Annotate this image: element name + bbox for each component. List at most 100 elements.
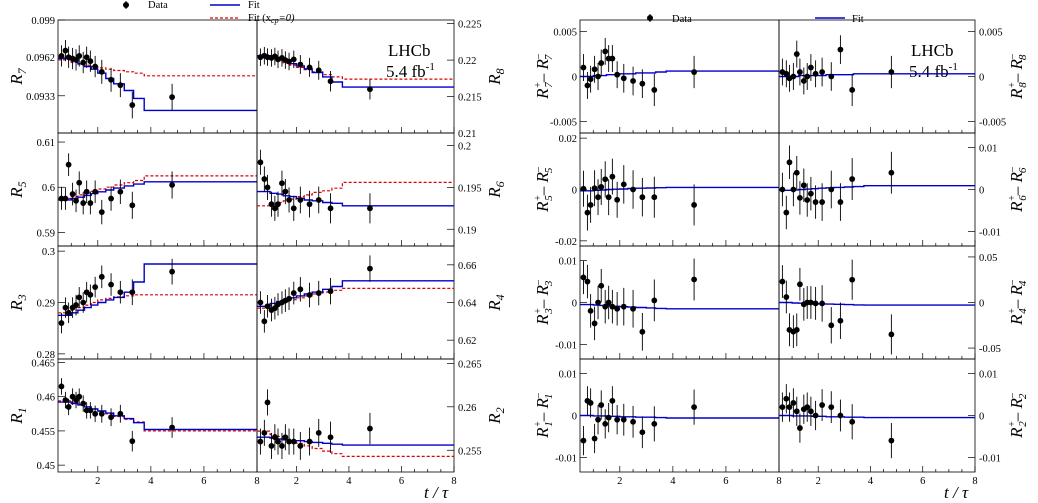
y-tick-label: 0.01 bbox=[979, 370, 997, 381]
data-point bbox=[92, 188, 99, 195]
y-axis-label-main: R bbox=[533, 314, 552, 326]
data-point bbox=[807, 408, 814, 415]
data-point bbox=[620, 181, 627, 188]
data-point bbox=[92, 284, 99, 290]
y-axis-label-sub: 5 bbox=[543, 167, 555, 173]
data-point bbox=[598, 402, 605, 408]
data-point bbox=[609, 173, 616, 180]
panel-frame bbox=[57, 19, 258, 134]
data-point bbox=[297, 286, 304, 293]
y-axis-label: R+6– R–6 bbox=[1007, 166, 1029, 213]
y-tick-label: 0.0933 bbox=[26, 92, 55, 103]
data-point bbox=[271, 434, 278, 441]
lhcb-label-right-lumi: 5.4 fb bbox=[909, 62, 949, 81]
data-point bbox=[804, 73, 811, 80]
y-tick-label: 0.28 bbox=[37, 350, 55, 361]
data-point bbox=[87, 200, 94, 206]
y-tick-label: 0.01 bbox=[559, 370, 577, 381]
y-axis-label-sub: 1 bbox=[15, 407, 29, 413]
y-axis-label: R+5– R–5 bbox=[533, 166, 555, 213]
y-tick-label: 0.26 bbox=[458, 403, 476, 414]
data-point bbox=[83, 54, 90, 61]
y-axis-label-main: R bbox=[533, 88, 552, 100]
y-tick-label: 0.66 bbox=[458, 261, 476, 272]
data-point bbox=[69, 191, 76, 197]
data-point bbox=[790, 73, 797, 80]
data-point bbox=[73, 302, 79, 308]
panel-R4: 0.62 0.64 0.66 R4 bbox=[256, 245, 507, 360]
lhcb-label-left: LHCb 5.4 fb-1 bbox=[386, 41, 435, 81]
data-point bbox=[849, 87, 856, 93]
data-point bbox=[828, 73, 835, 80]
data-point bbox=[87, 291, 94, 298]
y-axis-label-sub: 2 bbox=[1017, 393, 1029, 399]
data-point bbox=[108, 414, 114, 421]
lhcb-label-left-lumi: 5.4 fb bbox=[386, 62, 426, 81]
data-point bbox=[117, 188, 124, 195]
data-point bbox=[609, 55, 616, 62]
data-point bbox=[790, 186, 797, 193]
data-point bbox=[587, 400, 594, 406]
data-point bbox=[807, 64, 814, 71]
y-tick-label: 0.265 bbox=[458, 359, 482, 370]
fit-curve bbox=[779, 73, 975, 78]
data-point bbox=[614, 71, 621, 78]
lhcb-label-left-line1: LHCb bbox=[388, 41, 431, 60]
data-point bbox=[837, 412, 844, 419]
data-point bbox=[117, 410, 124, 417]
data-point bbox=[286, 58, 292, 65]
data-point bbox=[609, 397, 616, 404]
data-point bbox=[609, 303, 616, 310]
y-axis-label-minus: – bbox=[1007, 70, 1026, 84]
data-point bbox=[98, 273, 105, 280]
data-point bbox=[614, 416, 621, 423]
data-point bbox=[367, 205, 373, 212]
data-point bbox=[779, 404, 786, 411]
data-point bbox=[257, 438, 264, 445]
data-point bbox=[779, 278, 786, 285]
y-tick-label: 0.21 bbox=[458, 129, 476, 140]
data-point bbox=[812, 412, 819, 419]
data-point bbox=[888, 69, 895, 75]
y-axis-label-sup: + bbox=[533, 195, 544, 202]
data-point bbox=[800, 78, 807, 84]
panel-R5: 0.59 0.6 0.61 R5 bbox=[7, 132, 258, 247]
y-tick-label: 0.3 bbox=[42, 247, 55, 258]
y-axis-label-main: R bbox=[1007, 314, 1026, 326]
panel-R7: 0.0933 0.0962 0.099 R7 bbox=[7, 16, 258, 134]
data-point bbox=[367, 86, 373, 93]
y-axis-label-main: R bbox=[533, 172, 552, 184]
data-point bbox=[783, 395, 790, 402]
lhcb-label-left-sup: -1 bbox=[426, 61, 435, 73]
data-point bbox=[169, 268, 175, 275]
x-tick-label: 8 bbox=[972, 476, 977, 487]
y-tick-label: -0.01 bbox=[979, 453, 1001, 464]
legend-left: Data Fit Fit (xcp=0) bbox=[123, 0, 295, 25]
data-point bbox=[786, 404, 793, 411]
x-tick-label: 8 bbox=[254, 476, 259, 487]
fit-xcp0-curve bbox=[58, 175, 257, 200]
data-point bbox=[290, 290, 297, 296]
y-axis-label-minus: – bbox=[1007, 409, 1026, 423]
data-point bbox=[80, 59, 87, 66]
data-point bbox=[605, 299, 612, 306]
x-tick-label: 6 bbox=[920, 476, 925, 487]
y-axis-label-sub: 1 bbox=[543, 421, 555, 427]
data-point bbox=[306, 201, 313, 208]
y-axis-label-sup: – bbox=[533, 392, 544, 399]
x-tick-label: 4 bbox=[148, 476, 154, 487]
y-tick-label: 0 bbox=[572, 412, 577, 423]
data-point bbox=[286, 197, 292, 203]
fit-curve bbox=[58, 181, 257, 201]
data-point bbox=[87, 58, 94, 65]
y-axis-label-sub: 7 bbox=[543, 82, 555, 88]
x-tick-label: 4 bbox=[868, 476, 874, 487]
legend-right: Data Fit bbox=[647, 14, 864, 25]
y-axis-label-sup: + bbox=[1007, 421, 1018, 428]
panels: 0.09330.09620.099R70.210.2150.220.225R80… bbox=[7, 16, 1029, 487]
data-point bbox=[275, 201, 281, 208]
y-tick-label: 0 bbox=[979, 186, 984, 197]
